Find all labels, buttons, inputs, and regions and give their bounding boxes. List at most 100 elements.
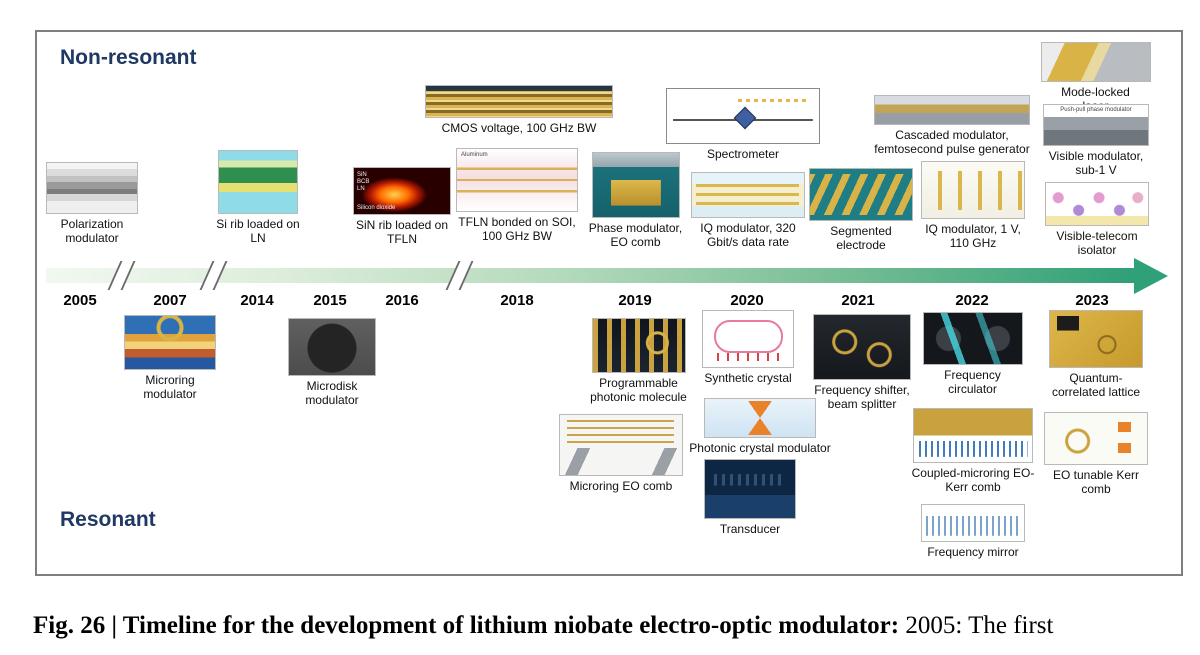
item-cmos-voltage: CMOS voltage, 100 GHz BW bbox=[424, 85, 614, 136]
item-caption: EO tunable Kerr comb bbox=[1052, 468, 1140, 496]
frequency-circulator-image bbox=[922, 312, 1023, 365]
item-caption: Polarization modulator bbox=[60, 217, 124, 245]
timeline-arrow-head bbox=[1134, 258, 1168, 294]
iq-modulator-1v-image bbox=[921, 161, 1025, 219]
synthetic-crystal-image bbox=[702, 310, 794, 368]
item-visible-telecom-isolator: Visible-telecom isolator bbox=[1042, 182, 1152, 257]
item-caption: IQ modulator, 320 Gbit/s data rate bbox=[700, 221, 796, 249]
timeline-year-label: 2016 bbox=[385, 292, 419, 309]
item-transducer: Transducer bbox=[700, 459, 800, 537]
visible-modulator-image: Push-pull phase modulator bbox=[1043, 104, 1149, 146]
item-caption: IQ modulator, 1 V, 110 GHz bbox=[925, 222, 1021, 250]
item-caption: Synthetic crystal bbox=[704, 371, 792, 385]
timeline-year-label: 2020 bbox=[730, 292, 764, 309]
item-synthetic-crystal: Synthetic crystal bbox=[698, 310, 798, 386]
item-caption: Frequency shifter, beam splitter bbox=[814, 383, 910, 411]
item-caption: Frequency circulator bbox=[944, 368, 1001, 396]
item-frequency-shifter: Frequency shifter, beam splitter bbox=[808, 314, 916, 411]
item-microring-modulator: Microring modulator bbox=[120, 315, 220, 401]
resonant-heading: Resonant bbox=[60, 508, 156, 531]
ring-resonator-loop-shape bbox=[713, 319, 783, 354]
frequency-shifter-image bbox=[813, 314, 911, 380]
timeline-year-label: 2022 bbox=[955, 292, 989, 309]
item-caption: Programmable photonic molecule bbox=[590, 376, 687, 404]
item-microdisk-modulator: Microdisk modulator bbox=[284, 318, 380, 407]
spectrometer-image bbox=[666, 88, 820, 144]
timeline-year-label: 2007 bbox=[153, 292, 187, 309]
timeline-arrow bbox=[46, 268, 1134, 283]
microring-modulator-image bbox=[124, 315, 216, 370]
item-programmable-photonic-molecule: Programmable photonic molecule bbox=[586, 318, 691, 404]
figure-caption-bold: Fig. 26 | Timeline for the development o… bbox=[33, 612, 900, 639]
item-mode-locked-laser: Mode-locked laser bbox=[1038, 42, 1153, 113]
item-caption: Cascaded modulator, femtosecond pulse ge… bbox=[874, 128, 1030, 156]
si-rib-loaded-on-ln-image bbox=[218, 150, 298, 214]
item-coupled-microring-eo-kerr-comb: Coupled-microring EO-Kerr comb bbox=[910, 408, 1036, 494]
cascaded-modulator-image bbox=[874, 95, 1030, 125]
image-layer-labels: SiN BCB LN bbox=[357, 172, 370, 192]
item-eo-tunable-kerr-comb: EO tunable Kerr comb bbox=[1040, 412, 1152, 496]
interferometer-diamond-icon bbox=[733, 106, 757, 129]
coupled-microring-eo-kerr-comb-image bbox=[913, 408, 1033, 463]
microdisk-modulator-image bbox=[288, 318, 376, 376]
item-segmented-electrode: Segmented electrode bbox=[806, 168, 916, 252]
item-sin-rib-loaded-on-tfln: SiN BCB LN Silicon dioxide SiN rib loade… bbox=[348, 167, 456, 246]
image-push-pull-label: Push-pull phase modulator bbox=[1060, 107, 1132, 113]
segmented-electrode-image bbox=[809, 168, 913, 221]
item-frequency-mirror: Frequency mirror bbox=[918, 504, 1028, 560]
item-caption: Frequency mirror bbox=[927, 545, 1019, 559]
item-caption: Phase modulator, EO comb bbox=[588, 221, 683, 249]
item-polarization-modulator: Polarization modulator bbox=[42, 162, 142, 245]
item-caption: SiN rib loaded on TFLN bbox=[355, 218, 449, 246]
item-photonic-crystal-modulator: Photonic crystal modulator bbox=[689, 398, 831, 456]
item-caption: Visible-telecom isolator bbox=[1056, 229, 1138, 257]
item-caption: Segmented electrode bbox=[830, 224, 892, 252]
timeline-year-label: 2019 bbox=[618, 292, 652, 309]
item-caption: Coupled-microring EO-Kerr comb bbox=[911, 466, 1035, 494]
item-quantum-correlated-lattice: Quantum-correlated lattice bbox=[1046, 310, 1146, 399]
item-phase-modulator-eo-comb: Phase modulator, EO comb bbox=[588, 152, 683, 249]
item-iq-modulator-320: IQ modulator, 320 Gbit/s data rate bbox=[688, 172, 808, 249]
microring-eo-comb-image bbox=[559, 414, 683, 476]
programmable-photonic-molecule-image bbox=[591, 318, 686, 373]
item-caption: Visible modulator, sub-1 V bbox=[1048, 149, 1144, 177]
cmos-voltage-image bbox=[425, 85, 613, 118]
quantum-correlated-lattice-image bbox=[1049, 310, 1143, 368]
frequency-mirror-image bbox=[921, 504, 1025, 542]
figure-caption: Fig. 26 | Timeline for the development o… bbox=[33, 612, 1193, 640]
non-resonant-heading: Non-resonant bbox=[60, 46, 197, 69]
item-microring-eo-comb: Microring EO comb bbox=[556, 414, 686, 494]
item-caption: Photonic crystal modulator bbox=[689, 441, 831, 455]
item-si-rib-loaded-on-ln: Si rib loaded on LN bbox=[208, 150, 308, 245]
iq-modulator-320-image bbox=[691, 172, 805, 218]
image-substrate-label: Silicon dioxide bbox=[357, 205, 396, 211]
tfln-bonded-on-soi-image: Aluminum bbox=[456, 148, 578, 212]
transducer-image bbox=[704, 459, 796, 519]
sin-rib-loaded-on-tfln-image: SiN BCB LN Silicon dioxide bbox=[353, 167, 451, 215]
timeline-year-label: 2005 bbox=[63, 292, 97, 309]
item-iq-modulator-1v: IQ modulator, 1 V, 110 GHz bbox=[918, 161, 1028, 250]
item-tfln-bonded-on-soi: Aluminum TFLN bonded on SOI, 100 GHz BW bbox=[452, 148, 582, 243]
timeline-year-label: 2021 bbox=[841, 292, 875, 309]
phase-modulator-eo-comb-image bbox=[591, 152, 680, 218]
photonic-crystal-modulator-image bbox=[704, 398, 816, 438]
timeline-year-label: 2023 bbox=[1075, 292, 1109, 309]
timeline-year-label: 2015 bbox=[313, 292, 347, 309]
visible-telecom-isolator-image bbox=[1045, 182, 1149, 226]
item-frequency-circulator: Frequency circulator bbox=[920, 312, 1025, 396]
timeline-year-label: 2018 bbox=[500, 292, 534, 309]
eo-tunable-kerr-comb-image bbox=[1044, 412, 1148, 465]
mode-locked-laser-image bbox=[1040, 42, 1151, 82]
item-caption: Quantum-correlated lattice bbox=[1051, 371, 1141, 399]
item-caption: TFLN bonded on SOI, 100 GHz BW bbox=[458, 215, 576, 243]
item-cascaded-modulator: Cascaded modulator, femtosecond pulse ge… bbox=[872, 95, 1032, 156]
item-caption: Spectrometer bbox=[706, 147, 780, 161]
timeline-year-label: 2014 bbox=[240, 292, 274, 309]
item-caption: Microdisk modulator bbox=[305, 379, 359, 407]
figure-caption-rest: 2005: The first bbox=[899, 612, 1054, 639]
item-caption: CMOS voltage, 100 GHz BW bbox=[441, 121, 597, 135]
item-caption: Microring EO comb bbox=[569, 479, 673, 493]
item-caption: Si rib loaded on LN bbox=[216, 217, 300, 245]
polarization-modulator-image bbox=[46, 162, 138, 214]
